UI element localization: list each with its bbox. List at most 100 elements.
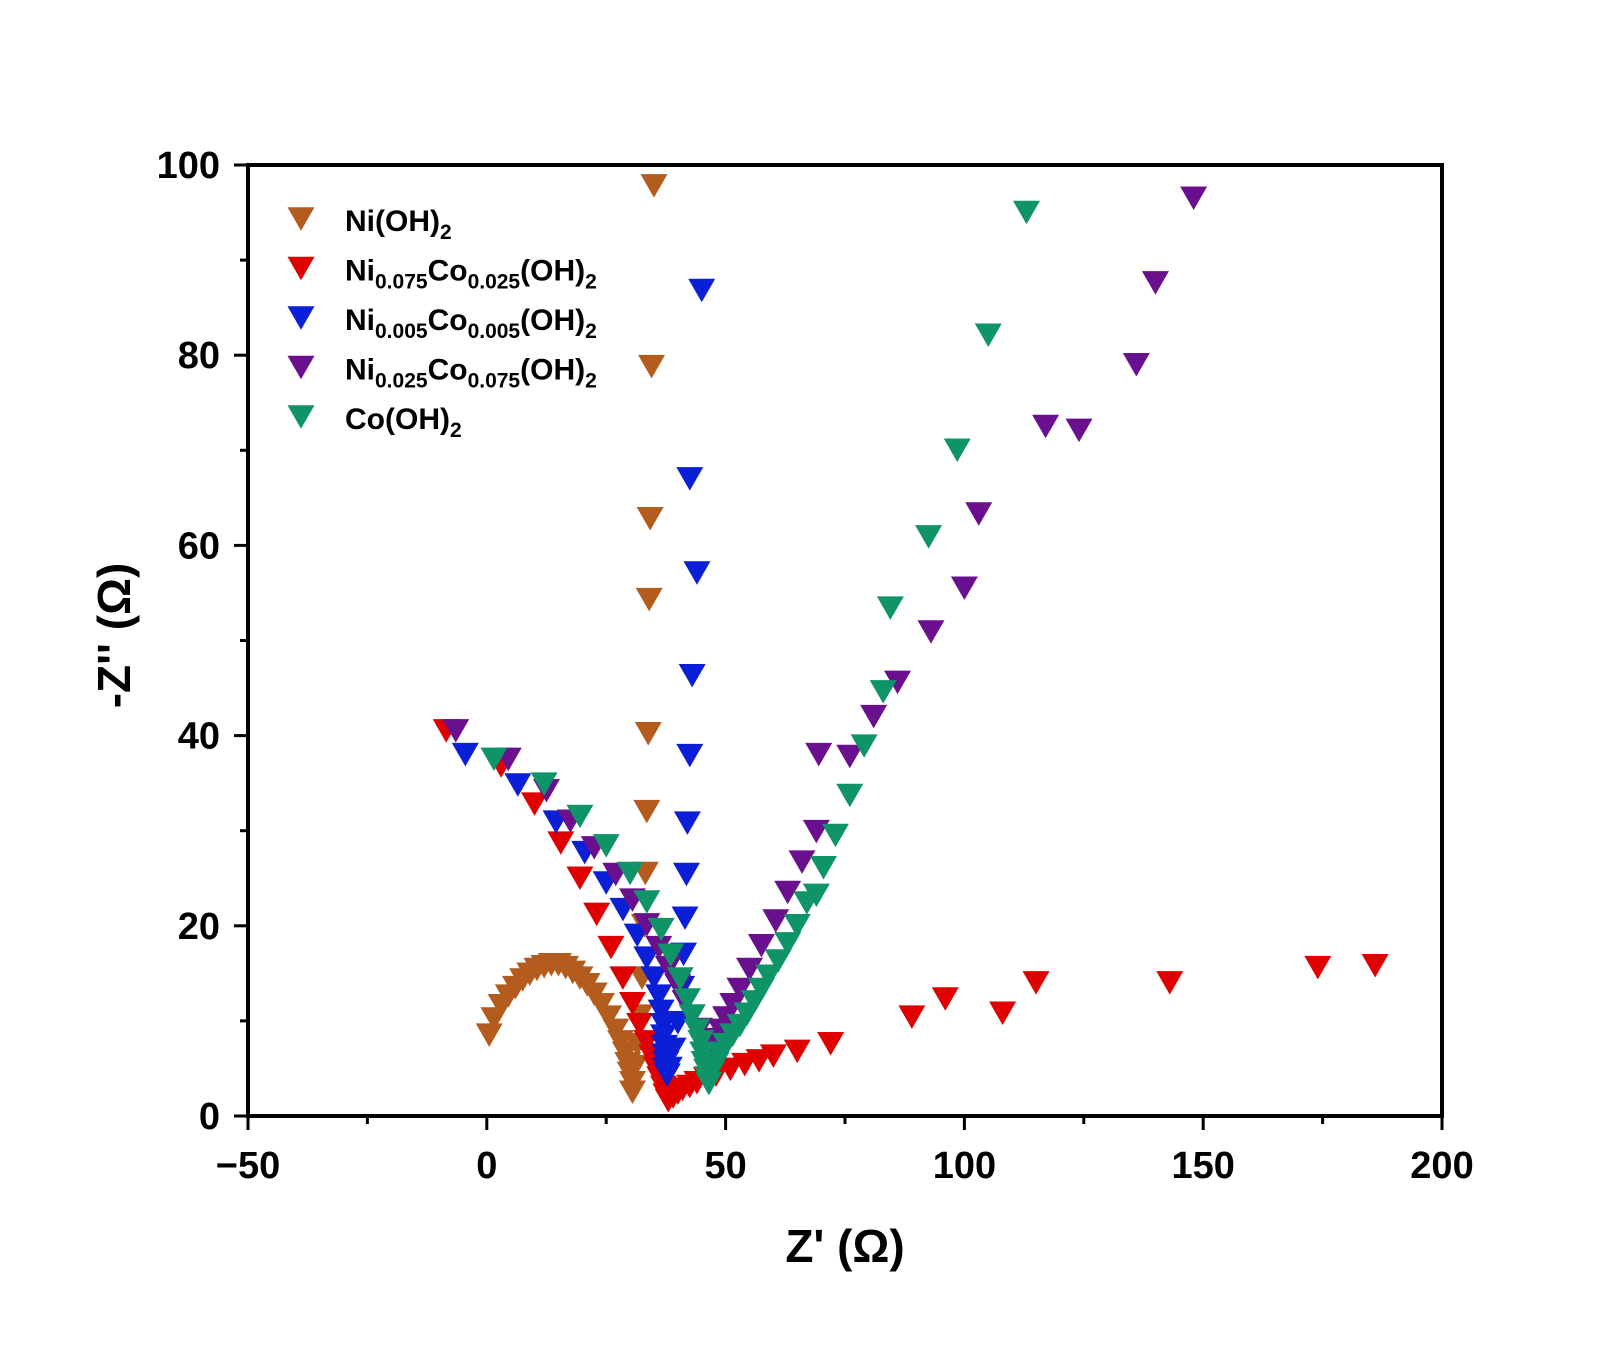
data-point xyxy=(640,174,668,198)
data-point xyxy=(635,587,663,612)
legend-marker xyxy=(287,405,315,429)
data-point xyxy=(788,850,816,874)
data-point xyxy=(634,721,662,746)
legend-marker xyxy=(287,256,315,281)
data-point xyxy=(1180,186,1208,211)
legend-item: Ni0.025Co0.075(OH)2 xyxy=(287,354,597,393)
data-point xyxy=(595,1005,623,1029)
legend-marker xyxy=(287,207,315,231)
data-point xyxy=(504,773,532,797)
data-point xyxy=(621,1054,649,1079)
data-point xyxy=(817,1031,845,1056)
legend-label: Ni(OH)2 xyxy=(345,205,452,244)
data-point xyxy=(671,906,699,930)
data-point xyxy=(716,1057,744,1082)
data-point xyxy=(965,502,993,526)
data-point xyxy=(802,883,830,908)
data-point xyxy=(836,783,864,808)
data-point xyxy=(884,670,912,695)
data-point xyxy=(1065,418,1093,443)
data-point xyxy=(764,949,792,973)
data-point xyxy=(783,914,811,938)
data-point xyxy=(597,935,625,960)
data-point xyxy=(774,880,802,905)
data-point xyxy=(989,1001,1017,1026)
data-point xyxy=(1122,352,1150,377)
y-tick-label: 100 xyxy=(157,145,220,187)
data-point xyxy=(655,1056,683,1081)
data-point xyxy=(592,834,620,858)
data-point xyxy=(745,1049,773,1073)
data-point xyxy=(1361,953,1389,978)
data-point xyxy=(876,596,904,620)
data-point xyxy=(869,680,897,704)
data-point xyxy=(609,966,637,990)
data-point xyxy=(678,1004,706,1028)
data-points xyxy=(432,174,1389,1113)
data-point xyxy=(666,967,694,991)
legend-item: Co(OH)2 xyxy=(287,403,462,442)
y-tick-label: 80 xyxy=(178,335,220,377)
y-tick-label: 40 xyxy=(178,716,220,758)
data-point xyxy=(566,866,594,890)
data-point xyxy=(695,1071,723,1096)
data-point xyxy=(647,917,675,942)
data-point xyxy=(943,438,971,463)
axis-tick-labels: −50 0 50 100 150 200 0 20 40 60 80 100 xyxy=(157,145,1474,1187)
data-point xyxy=(1156,971,1184,995)
legend-label: Co(OH)2 xyxy=(345,403,462,442)
data-point xyxy=(626,1012,654,1037)
data-point xyxy=(672,862,700,887)
x-axis-label: Z' (Ω) xyxy=(785,1220,904,1272)
data-point xyxy=(950,576,978,600)
data-point xyxy=(547,831,575,855)
data-point xyxy=(802,819,830,844)
data-point xyxy=(755,964,783,988)
data-point xyxy=(688,278,716,303)
data-point xyxy=(1032,414,1060,439)
data-point xyxy=(587,992,615,1017)
data-point xyxy=(974,323,1002,347)
legend-label: Ni0.005Co0.005(OH)2 xyxy=(345,304,597,343)
data-point xyxy=(1012,200,1040,225)
data-point xyxy=(659,1037,687,1062)
data-point xyxy=(640,966,668,990)
data-point xyxy=(673,811,701,835)
axis-ticks xyxy=(234,163,1444,1130)
data-point xyxy=(451,742,479,767)
data-point xyxy=(633,799,661,824)
legend: Ni(OH)2 Ni0.075Co0.025(OH)2 Ni0.005Co0.005… xyxy=(287,205,597,442)
data-point xyxy=(759,1044,787,1068)
data-point xyxy=(673,988,701,1012)
data-point xyxy=(683,561,711,585)
data-point xyxy=(726,977,754,1002)
data-point xyxy=(762,909,790,933)
data-point xyxy=(645,935,673,960)
x-tick-label: 150 xyxy=(1171,1145,1234,1187)
data-point xyxy=(836,744,864,769)
data-point xyxy=(678,663,706,688)
data-point xyxy=(747,934,775,958)
y-axis-label: -Z'' (Ω) xyxy=(88,563,140,709)
y-tick-label: 60 xyxy=(178,525,220,567)
x-tick-label: 100 xyxy=(933,1145,996,1187)
data-point xyxy=(735,957,763,982)
x-tick-label: 0 xyxy=(476,1145,497,1187)
data-point xyxy=(645,984,673,1008)
x-tick-label: 200 xyxy=(1410,1145,1473,1187)
data-point xyxy=(931,987,959,1011)
legend-marker xyxy=(287,306,315,330)
x-tick-label: −50 xyxy=(216,1145,280,1187)
y-tick-label: 0 xyxy=(199,1096,220,1138)
legend-label: Ni0.025Co0.075(OH)2 xyxy=(345,354,597,393)
data-point xyxy=(638,354,666,379)
data-point xyxy=(636,507,664,531)
data-point xyxy=(633,946,661,970)
data-point xyxy=(616,861,644,886)
data-point xyxy=(618,1080,646,1104)
data-point xyxy=(676,743,704,768)
data-point xyxy=(850,734,878,758)
data-point xyxy=(805,742,833,767)
data-point xyxy=(530,772,558,796)
